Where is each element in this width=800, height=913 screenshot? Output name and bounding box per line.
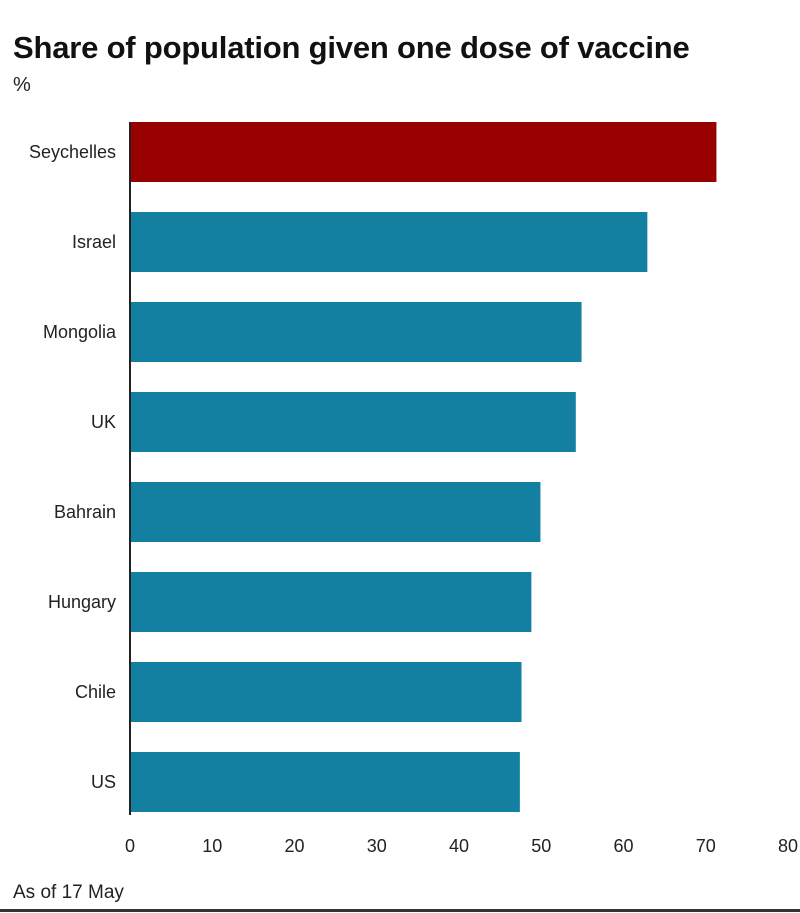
bar-mongolia bbox=[130, 302, 582, 362]
x-tick-label: 0 bbox=[125, 836, 135, 856]
bar-israel bbox=[130, 212, 648, 272]
x-tick-label: 40 bbox=[449, 836, 469, 856]
x-tick-label: 80 bbox=[778, 836, 798, 856]
unit-label: % bbox=[13, 74, 31, 96]
category-label: Seychelles bbox=[29, 142, 116, 162]
category-label: Hungary bbox=[48, 592, 116, 612]
footer-note: As of 17 May bbox=[13, 882, 124, 903]
category-label: Mongolia bbox=[43, 322, 117, 342]
x-tick-label: 50 bbox=[531, 836, 551, 856]
x-tick-label: 20 bbox=[284, 836, 304, 856]
category-label: Chile bbox=[75, 682, 116, 702]
chart-title: Share of population given one dose of va… bbox=[13, 30, 690, 65]
category-label: UK bbox=[91, 412, 116, 432]
bar-chile bbox=[130, 662, 522, 722]
category-label: US bbox=[91, 772, 116, 792]
category-label: Israel bbox=[72, 232, 116, 252]
bar-hungary bbox=[130, 572, 532, 632]
x-tick-label: 10 bbox=[202, 836, 222, 856]
bar-uk bbox=[130, 392, 576, 452]
footer-rule bbox=[0, 909, 800, 912]
x-tick-label: 70 bbox=[696, 836, 716, 856]
category-label: Bahrain bbox=[54, 502, 116, 522]
bar-bahrain bbox=[130, 482, 541, 542]
bar-us bbox=[130, 752, 520, 812]
x-tick-label: 60 bbox=[613, 836, 633, 856]
x-tick-label: 30 bbox=[367, 836, 387, 856]
bar-seychelles bbox=[130, 122, 717, 182]
